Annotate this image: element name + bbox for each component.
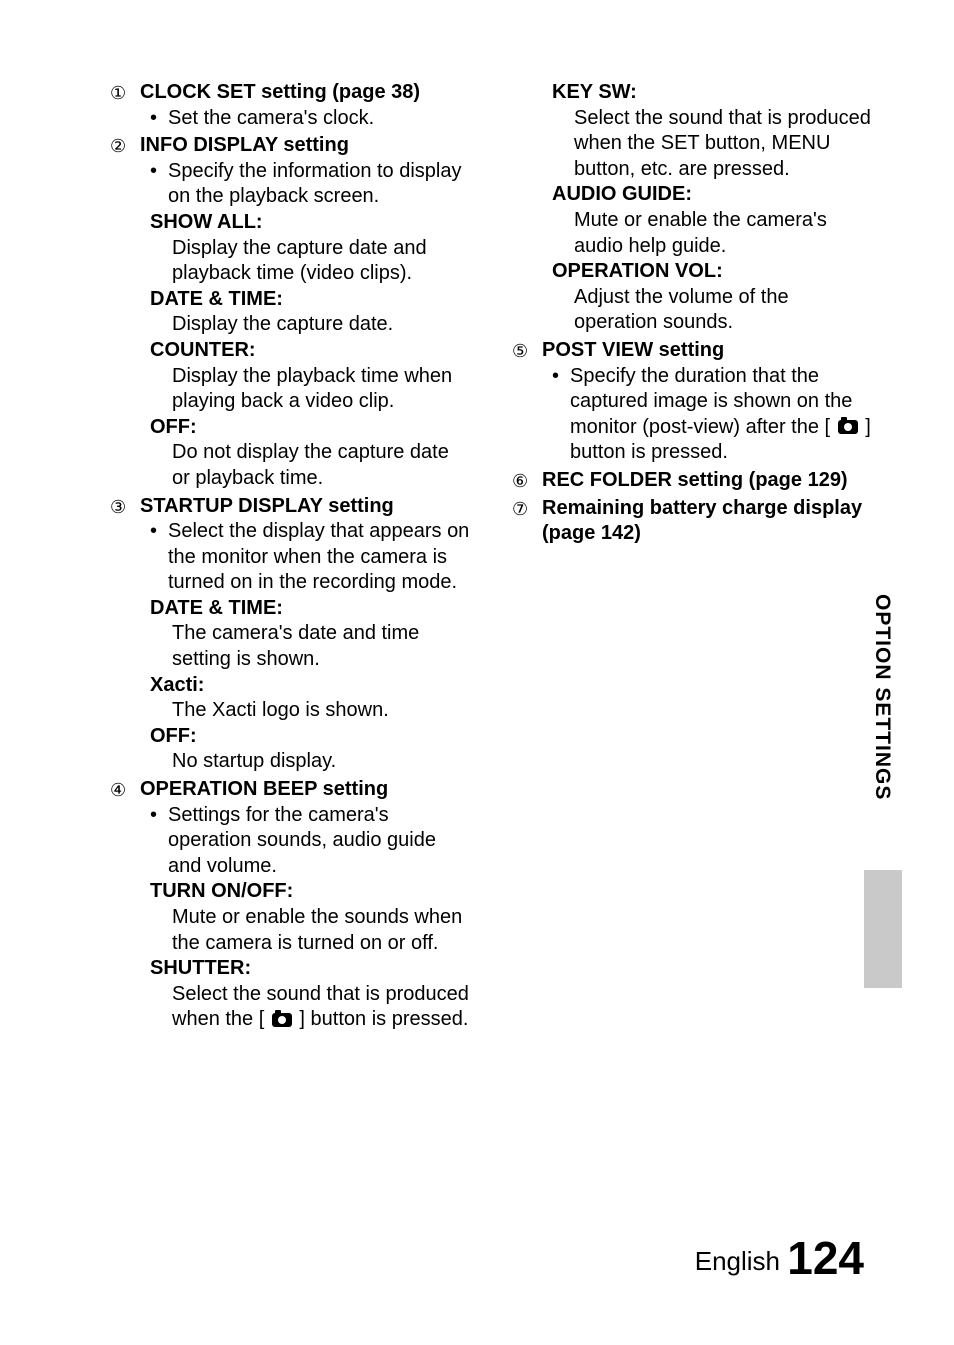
bullet-mark: • [552,364,570,390]
keysw-hdr: KEY SW: [552,80,874,106]
right-column: KEY SW: Select the sound that is produce… [512,80,874,1035]
dt-hdr: DATE & TIME: [150,596,472,622]
off2-txt: No startup display. [150,749,472,775]
num-6: ⑥ [512,470,528,493]
postview-desc: Specify the duration that the captured i… [570,364,874,466]
off-hdr: OFF: [150,415,472,441]
num-2: ② [110,135,126,158]
camera-icon [838,420,858,434]
bullet-mark: • [150,106,168,132]
num-1: ① [110,82,126,105]
item-rec-folder: ⑥ REC FOLDER setting (page 129) [512,468,874,494]
num-5: ⑤ [512,340,528,363]
info-display-title: INFO DISPLAY setting [140,133,472,159]
counter-txt: Display the playback time when playing b… [150,364,472,415]
camera-icon [272,1013,292,1027]
off2-hdr: OFF: [150,724,472,750]
startup-desc: Select the display that appears on the m… [168,519,472,596]
postview-title: POST VIEW setting [542,338,874,364]
dt-txt: The camera's date and time setting is sh… [150,621,472,672]
postview-desc-a: Specify the duration that the captured i… [570,365,852,438]
turnonoff-hdr: TURN ON/OFF: [150,879,472,905]
xacti-txt: The Xacti logo is shown. [150,698,472,724]
bullet-mark: • [150,519,168,545]
off-txt: Do not display the capture date or playb… [150,440,472,491]
bullet-mark: • [150,803,168,829]
turnonoff-txt: Mute or enable the sounds when the camer… [150,905,472,956]
item-operation-beep-cont: KEY SW: Select the sound that is produce… [512,80,874,336]
date-time-hdr: DATE & TIME: [150,287,472,313]
opvol-txt: Adjust the volume of the operation sound… [552,285,874,336]
page: ① CLOCK SET setting (page 38) • Set the … [0,0,954,1345]
show-all-hdr: SHOW ALL: [150,210,472,236]
info-display-desc: Specify the information to display on th… [168,159,472,210]
startup-title: STARTUP DISPLAY setting [140,494,472,520]
counter-hdr: COUNTER: [150,338,472,364]
content-columns: ① CLOCK SET setting (page 38) • Set the … [110,80,874,1035]
item-clock-set: ① CLOCK SET setting (page 38) • Set the … [110,80,472,131]
item-startup-display: ③ STARTUP DISPLAY setting • Select the d… [110,494,472,776]
footer-lang: English [695,1246,780,1276]
date-time-txt: Display the capture date. [150,312,472,338]
opbeep-title: OPERATION BEEP setting [140,777,472,803]
battery-title: Remaining battery charge display (page 1… [542,496,874,547]
side-tab [864,870,902,988]
clock-set-desc: Set the camera's clock. [168,106,472,132]
item-battery: ⑦ Remaining battery charge display (page… [512,496,874,547]
num-4: ④ [110,779,126,802]
clock-set-title: CLOCK SET setting (page 38) [140,80,472,106]
show-all-txt: Display the capture date and playback ti… [150,236,472,287]
opvol-hdr: OPERATION VOL: [552,259,874,285]
item-info-display: ② INFO DISPLAY setting • Specify the inf… [110,133,472,491]
xacti-hdr: Xacti: [150,673,472,699]
page-footer: English 124 [695,1231,864,1285]
item-post-view: ⑤ POST VIEW setting • Specify the durati… [512,338,874,466]
shutter-txt: Select the sound that is produced when t… [150,982,472,1033]
shutter-hdr: SHUTTER: [150,956,472,982]
audioguide-hdr: AUDIO GUIDE: [552,182,874,208]
left-column: ① CLOCK SET setting (page 38) • Set the … [110,80,472,1035]
audioguide-txt: Mute or enable the camera's audio help g… [552,208,874,259]
shutter-txt-b: ] button is pressed. [299,1008,468,1030]
section-label: OPTION SETTINGS [870,594,894,800]
num-7: ⑦ [512,498,528,521]
recfolder-title: REC FOLDER setting (page 129) [542,468,874,494]
bullet-mark: • [150,159,168,185]
num-3: ③ [110,496,126,519]
item-operation-beep: ④ OPERATION BEEP setting • Settings for … [110,777,472,1033]
page-number: 124 [787,1232,864,1284]
opbeep-desc: Settings for the camera's operation soun… [168,803,472,880]
keysw-txt: Select the sound that is produced when t… [552,106,874,183]
